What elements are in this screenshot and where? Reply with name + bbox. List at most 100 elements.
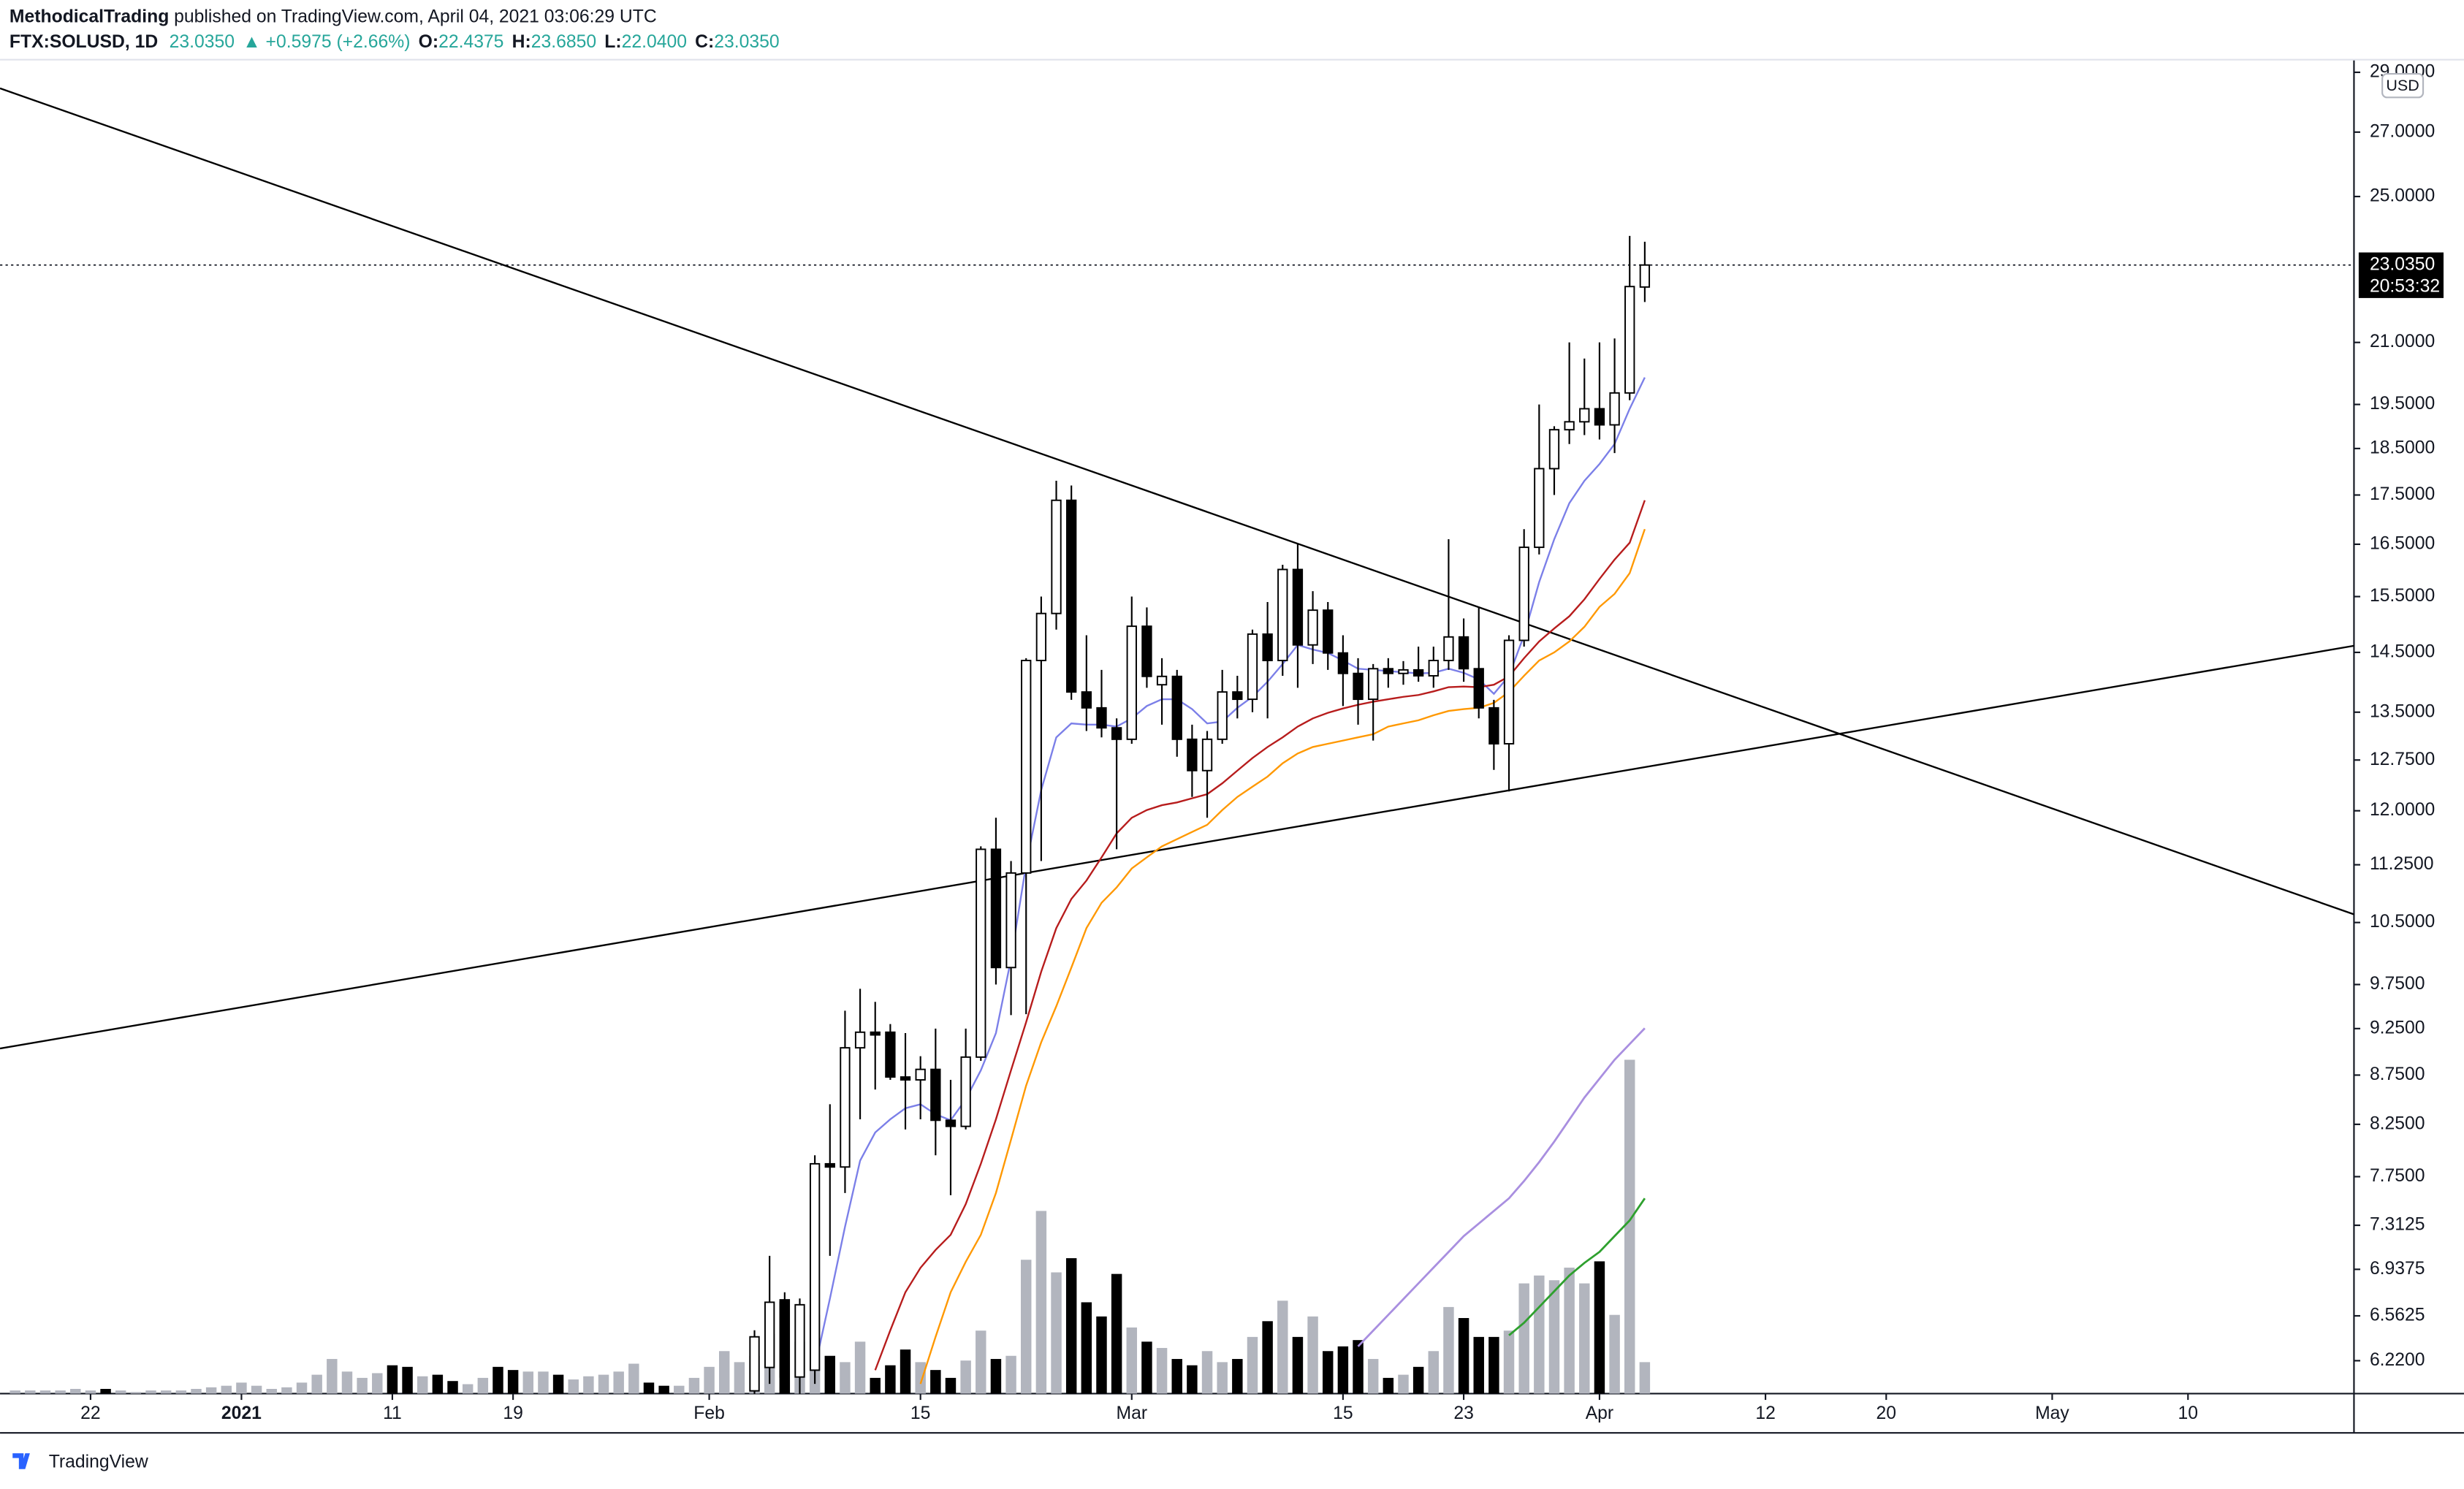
volume-bar xyxy=(266,1388,277,1394)
countdown-label: 20:53:32 xyxy=(2370,276,2440,296)
header-line-2: FTX:SOLUSD, 1D 23.0350 ▲ +0.5975 (+2.66%… xyxy=(9,32,780,52)
volume-bar xyxy=(39,1390,51,1394)
y-tick-label: 6.2200 xyxy=(2370,1350,2425,1370)
volume-bar xyxy=(643,1382,655,1394)
volume-bar xyxy=(674,1385,685,1394)
volume-bar xyxy=(1051,1272,1062,1394)
y-tick-label: 8.2500 xyxy=(2370,1113,2425,1133)
volume-bar xyxy=(55,1390,66,1394)
candle-body xyxy=(1111,727,1122,740)
x-tick-label: 19 xyxy=(503,1404,523,1423)
volume-bar xyxy=(1005,1355,1016,1394)
x-tick-label: 15 xyxy=(1333,1404,1353,1423)
x-tick-label: Mar xyxy=(1116,1404,1147,1423)
volume-bar xyxy=(357,1377,368,1394)
volume-bar xyxy=(1624,1059,1635,1394)
volume-bar xyxy=(1443,1306,1454,1394)
volume-bar xyxy=(115,1390,126,1394)
volume-bar xyxy=(1353,1340,1364,1394)
volume-bar xyxy=(205,1387,217,1394)
candle-body xyxy=(1187,738,1198,772)
candle-body xyxy=(960,1056,971,1127)
candle-body xyxy=(1639,264,1651,288)
volume-bar xyxy=(311,1374,322,1394)
ohlc-value: 22.4375 xyxy=(438,32,503,52)
volume-bar xyxy=(1262,1321,1273,1394)
last-price: 23.0350 xyxy=(170,32,235,52)
volume-bar xyxy=(552,1374,564,1394)
candle-body xyxy=(990,848,1002,969)
volume-bar xyxy=(1458,1318,1469,1394)
volume-bar xyxy=(1594,1261,1605,1394)
volume-bar xyxy=(372,1373,383,1394)
y-tick-label: 9.7500 xyxy=(2370,974,2425,994)
volume-bar xyxy=(1081,1302,1092,1394)
volume-bar xyxy=(402,1366,413,1394)
candle-body xyxy=(1594,408,1605,426)
volume-bar xyxy=(1564,1268,1575,1394)
volume-bar xyxy=(1534,1275,1545,1394)
volume-bar xyxy=(930,1370,941,1394)
x-tick-label: 20 xyxy=(1876,1404,1897,1423)
candle-body xyxy=(1141,625,1152,677)
volume-bar xyxy=(477,1377,489,1394)
x-tick-label: May xyxy=(2035,1404,2069,1423)
candle-body xyxy=(1412,669,1424,677)
moving-average xyxy=(874,500,1646,1371)
candle-body xyxy=(840,1047,851,1168)
candle-body xyxy=(1081,691,1092,709)
currency-label: USD xyxy=(2386,77,2419,94)
ohlc-label: C: xyxy=(695,32,714,52)
volume-bar xyxy=(840,1362,851,1394)
volume-bar xyxy=(915,1362,926,1394)
volume-bar xyxy=(251,1385,262,1394)
volume-bar xyxy=(1398,1374,1409,1394)
volume-bar xyxy=(990,1359,1002,1394)
x-tick-label: 23 xyxy=(1453,1404,1474,1423)
volume-bar xyxy=(493,1366,503,1394)
volume-bar xyxy=(704,1366,715,1394)
y-tick-label: 10.5000 xyxy=(2370,912,2435,932)
volume-bar xyxy=(522,1371,534,1394)
volume-bar xyxy=(1428,1351,1440,1394)
candle-body xyxy=(809,1162,821,1371)
candle-body xyxy=(824,1162,835,1168)
y-tick-label: 15.5000 xyxy=(2370,586,2435,606)
candle-body xyxy=(1217,691,1228,740)
candle-body xyxy=(1609,392,1620,426)
candle-body xyxy=(1307,609,1318,646)
candle-body xyxy=(1262,633,1273,662)
candle-body xyxy=(915,1068,926,1081)
author: MethodicalTrading xyxy=(9,7,169,26)
plot-area xyxy=(0,87,2354,1394)
candle-body xyxy=(764,1301,775,1368)
header-line-1: MethodicalTrading published on TradingVi… xyxy=(9,7,657,26)
volume-bar xyxy=(976,1330,986,1394)
moving-average xyxy=(919,528,1646,1385)
candle-body xyxy=(1579,408,1590,423)
candle-body xyxy=(1021,660,1032,874)
y-tick-label: 7.3125 xyxy=(2370,1215,2425,1235)
volume-bar xyxy=(1171,1359,1182,1394)
ohlc-label: O: xyxy=(419,32,438,52)
volume-bar xyxy=(507,1370,519,1394)
volume-bar xyxy=(1187,1365,1198,1394)
volume-bar xyxy=(1111,1273,1122,1394)
volume-bar xyxy=(327,1359,338,1394)
volume-bar xyxy=(824,1355,836,1394)
volume-bar xyxy=(1579,1283,1590,1394)
volume-bar xyxy=(1383,1377,1394,1394)
volume-bar xyxy=(900,1349,911,1394)
volume-bar xyxy=(1247,1336,1258,1394)
candle-body xyxy=(1337,652,1349,674)
candle-body xyxy=(749,1336,760,1392)
volume-bar xyxy=(538,1371,549,1394)
y-tick-label: 13.5000 xyxy=(2370,701,2435,721)
last-price-box xyxy=(2358,252,2444,298)
ohlc-label: H: xyxy=(512,32,531,52)
volume-ma-line xyxy=(1357,1027,1646,1347)
last-price-label: 23.0350 xyxy=(2370,254,2435,274)
candle-body xyxy=(1277,568,1288,662)
